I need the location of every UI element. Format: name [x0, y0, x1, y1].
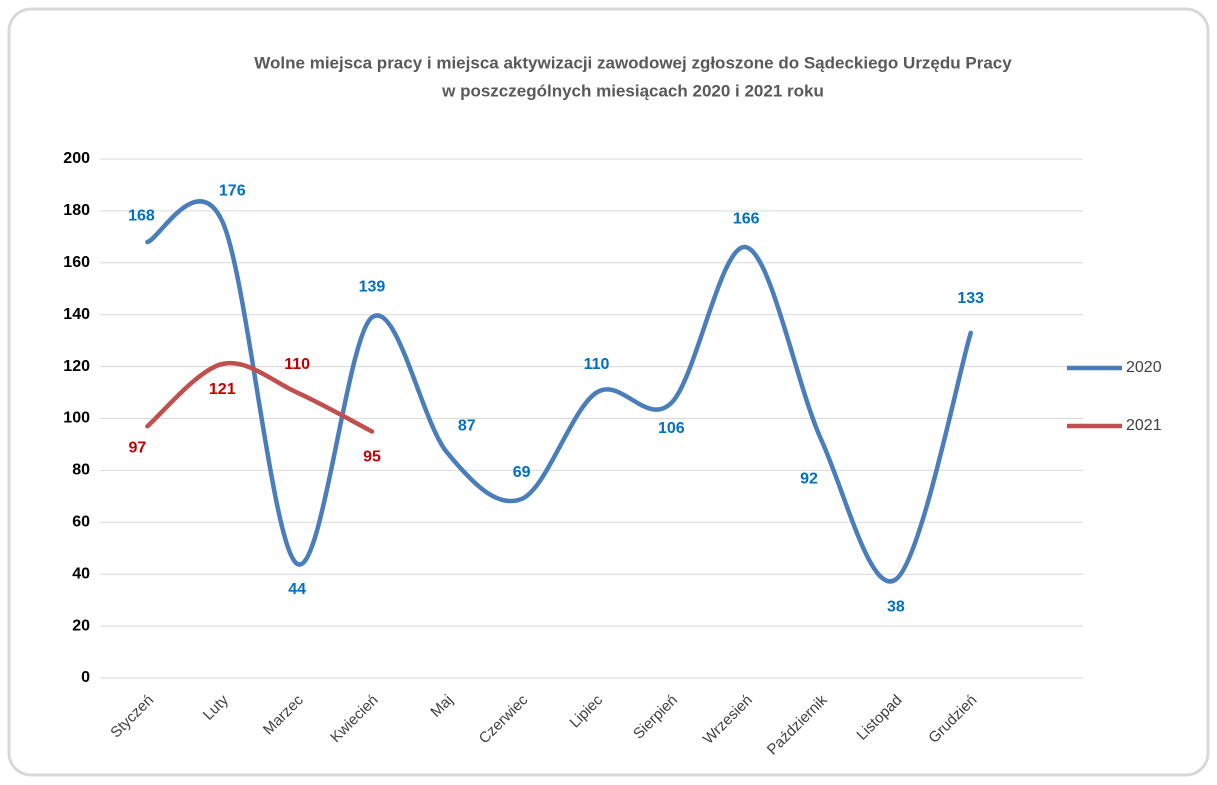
- series-line: [145, 199, 973, 584]
- legend-label: 2020: [1126, 359, 1162, 376]
- data-label: 121: [209, 381, 236, 398]
- data-label: 166: [733, 210, 760, 227]
- y-tick-label: 200: [63, 150, 90, 167]
- y-tick-label: 0: [81, 669, 90, 686]
- data-label: 44: [288, 581, 306, 598]
- data-label: 110: [284, 356, 310, 373]
- data-label: 139: [359, 279, 386, 296]
- chart-title: Wolne miejsca pracy i miejsca aktywizacj…: [254, 53, 1012, 72]
- y-tick-label: 80: [72, 462, 90, 479]
- data-label: 92: [800, 470, 818, 487]
- legend-label: 2021: [1126, 417, 1162, 434]
- series-line: [145, 360, 375, 434]
- chart-frame: [7, 7, 1210, 777]
- data-label: 69: [513, 464, 531, 481]
- data-label: 133: [957, 290, 984, 307]
- data-label: 110: [584, 356, 610, 373]
- chart-title: w poszczególnych miesiącach 2020 i 2021 …: [441, 81, 824, 100]
- y-tick-label: 60: [72, 514, 90, 531]
- y-tick-label: 160: [63, 254, 90, 271]
- y-tick-label: 20: [72, 617, 90, 634]
- data-label: 95: [363, 449, 381, 466]
- data-label: 87: [458, 417, 476, 434]
- y-tick-label: 180: [63, 202, 90, 219]
- data-label: 97: [129, 440, 147, 457]
- data-label: 176: [219, 182, 246, 199]
- y-tick-label: 140: [63, 306, 90, 323]
- data-label: 38: [887, 599, 905, 616]
- y-tick-label: 100: [63, 410, 90, 427]
- y-tick-label: 120: [63, 358, 90, 375]
- data-label: 168: [128, 207, 155, 224]
- y-tick-label: 40: [72, 565, 90, 582]
- data-label: 106: [658, 420, 685, 437]
